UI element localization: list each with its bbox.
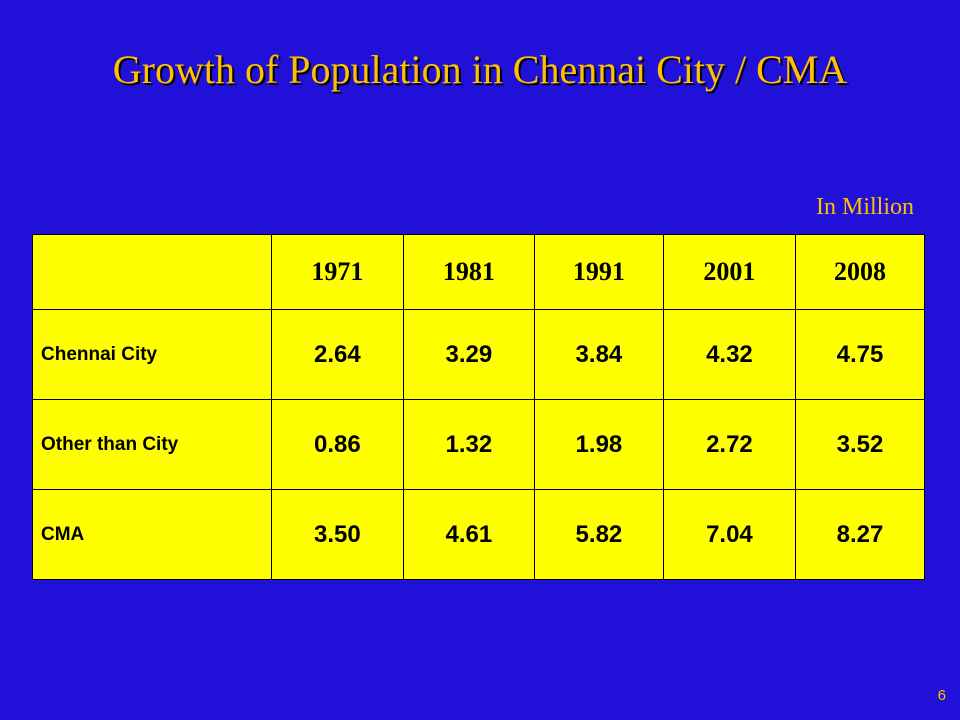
year-header-2008: 2008 [794, 234, 926, 310]
table-cell: 1.98 [533, 399, 664, 490]
page-number: 6 [937, 687, 946, 704]
row-label-chennai-city: Chennai City [32, 309, 272, 400]
table-cell: 4.75 [794, 309, 926, 400]
year-header-1991: 1991 [533, 234, 664, 310]
table-cell: 4.32 [662, 309, 796, 400]
table-cell: 8.27 [794, 489, 926, 580]
table-cell: 5.82 [533, 489, 664, 580]
table-row-other-than-city: Other than City 0.86 1.32 1.98 2.72 3.52 [32, 399, 926, 490]
population-table: 1971 1981 1991 2001 2008 Chennai City 2.… [32, 234, 926, 580]
table-cell: 3.84 [533, 309, 664, 400]
table-cell: 1.32 [402, 399, 535, 490]
table-cell: 2.64 [270, 309, 404, 400]
table-cell: 3.50 [270, 489, 404, 580]
table-row-cma: CMA 3.50 4.61 5.82 7.04 8.27 [32, 489, 926, 580]
table-cell: 2.72 [662, 399, 796, 490]
table-cell: 0.86 [270, 399, 404, 490]
row-label-cma: CMA [32, 489, 272, 580]
table-row-chennai-city: Chennai City 2.64 3.29 3.84 4.32 4.75 [32, 309, 926, 400]
table-cell: 3.29 [402, 309, 535, 400]
table-header-row: 1971 1981 1991 2001 2008 [32, 234, 926, 310]
year-header-1971: 1971 [270, 234, 404, 310]
unit-note: In Million [815, 194, 914, 220]
table-cell: 7.04 [662, 489, 796, 580]
table-cell: 3.52 [794, 399, 926, 490]
year-header-2001: 2001 [662, 234, 796, 310]
slide-title: Growth of Population in Chennai City / C… [112, 47, 848, 92]
table-corner-cell [32, 234, 272, 310]
row-label-other-than-city: Other than City [32, 399, 272, 490]
table-cell: 4.61 [402, 489, 535, 580]
year-header-1981: 1981 [402, 234, 535, 310]
